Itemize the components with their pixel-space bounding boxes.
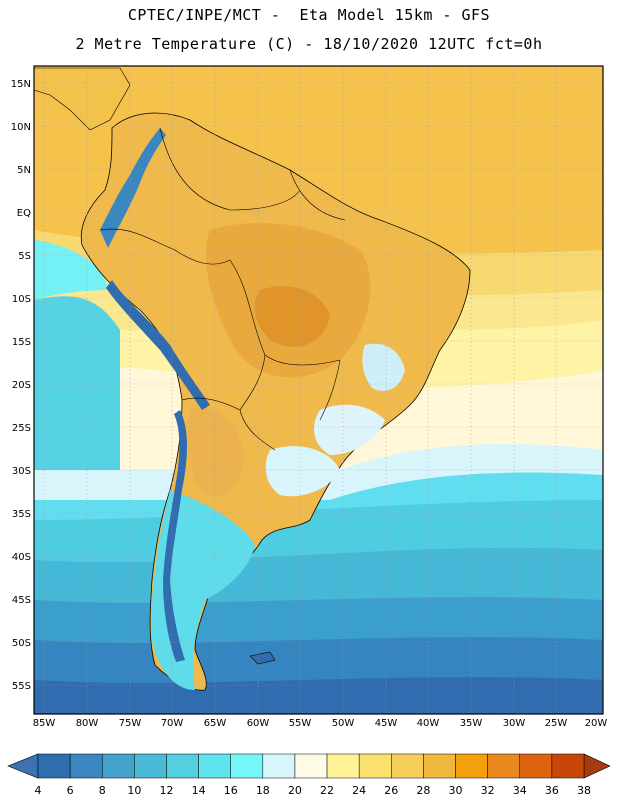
lat-label: 15S [12, 337, 31, 348]
colorbar-label: 18 [256, 784, 270, 797]
colorbar-label: 4 [35, 784, 42, 797]
lat-label: 30S [12, 466, 31, 477]
longitude-axis: 85W 80W 75W 70W 65W 60W 55W 50W 45W 40W … [33, 718, 608, 729]
colorbar-swatch [391, 753, 424, 779]
colorbar-swatch [455, 753, 488, 779]
lat-label: 15N [11, 79, 31, 90]
lat-label: 45S [12, 595, 31, 606]
colorbar-label: 14 [192, 784, 206, 797]
colorbar-label: 16 [224, 784, 238, 797]
chaco-warm-zone [187, 407, 245, 498]
central-america [34, 67, 131, 131]
lat-label: 40S [12, 552, 31, 563]
lon-label: 55W [289, 718, 312, 729]
colorbar-label: 32 [481, 784, 495, 797]
latitude-axis: 15N 10N 5N EQ 5S 10S 15S 20S 25S 30S 35S… [11, 79, 31, 692]
lon-label: 65W [204, 718, 227, 729]
colorbar-swatch [519, 753, 553, 779]
colorbar-swatch [230, 753, 264, 779]
colorbar-label: 26 [384, 784, 398, 797]
colorbar-high-arrow [583, 753, 611, 779]
lon-label: 85W [33, 718, 56, 729]
lon-label: 75W [119, 718, 142, 729]
lat-label: 5S [18, 251, 31, 262]
lat-label: 50S [12, 638, 31, 649]
colorbar-label: 22 [320, 784, 334, 797]
colorbar-swatch [358, 753, 392, 779]
southeast-cool [314, 404, 385, 455]
lon-label: 45W [375, 718, 398, 729]
colorbar-swatch [294, 753, 328, 779]
lon-label: 25W [545, 718, 568, 729]
lon-label: 60W [247, 718, 270, 729]
colorbar-swatch [166, 753, 199, 779]
colorbar-label: 24 [352, 784, 366, 797]
colorbar-swatch [326, 753, 360, 779]
lat-label: EQ [17, 208, 31, 219]
map-title: CPTEC/INPE/MCT - Eta Model 15km - GFS [127, 6, 491, 24]
colorbar-label: 20 [288, 784, 302, 797]
lat-label: 5N [17, 165, 31, 176]
colorbar-swatch [487, 753, 521, 779]
map-frame [33, 65, 604, 715]
colorbar-swatch [551, 753, 585, 779]
lat-label: 10N [11, 122, 31, 133]
lon-label: 35W [460, 718, 483, 729]
andes-north [100, 128, 166, 248]
lat-label: 20S [12, 380, 31, 391]
lat-label: 55S [12, 681, 31, 692]
color-scale-legend [7, 753, 611, 779]
lon-label: 50W [332, 718, 355, 729]
lat-label: 25S [12, 423, 31, 434]
lon-label: 40W [417, 718, 440, 729]
andes-central [106, 280, 210, 410]
colorbar-swatch [134, 753, 167, 779]
ocean-band-6 [34, 677, 603, 714]
colorbar-label: 36 [545, 784, 559, 797]
colorbar-swatch [423, 753, 456, 779]
map-subtitle: 2 Metre Temperature (C) - 18/10/2020 12U… [75, 35, 543, 53]
colorbar-swatch [37, 753, 71, 779]
lon-label: 80W [76, 718, 99, 729]
lon-label: 20W [585, 718, 608, 729]
country-borders [99, 127, 346, 451]
colorbar-label: 6 [67, 784, 74, 797]
south-brazil-cool [265, 446, 340, 497]
lat-label: 35S [12, 509, 31, 520]
falkland-islands [249, 651, 276, 665]
colorbar-swatch [262, 753, 296, 779]
pacific-band-18 [34, 240, 110, 300]
colorbar-swatch [69, 753, 103, 779]
lon-label: 70W [161, 718, 184, 729]
temperature-field [34, 66, 603, 714]
colorbar-low-arrow [7, 753, 39, 779]
graticule [34, 66, 603, 714]
colorbar-label: 12 [159, 784, 173, 797]
lon-label: 30W [503, 718, 526, 729]
colorbar-label: 34 [513, 784, 527, 797]
lat-label: 10S [12, 294, 31, 305]
colorbar-swatch [101, 753, 135, 779]
colorbar-label: 30 [449, 784, 463, 797]
interior-hottest-zone [254, 286, 330, 347]
colorbar-swatch [198, 753, 231, 779]
minas-cool [362, 343, 405, 391]
colorbar-label: 8 [99, 784, 106, 797]
colorbar-label: 38 [577, 784, 591, 797]
colorbar-label: 28 [416, 784, 430, 797]
andes-south [163, 410, 187, 662]
colorbar-label: 10 [127, 784, 141, 797]
colorbar-labels: 4 6 8 10 12 14 16 18 20 22 24 26 28 30 32 34 36 38 [35, 784, 592, 797]
